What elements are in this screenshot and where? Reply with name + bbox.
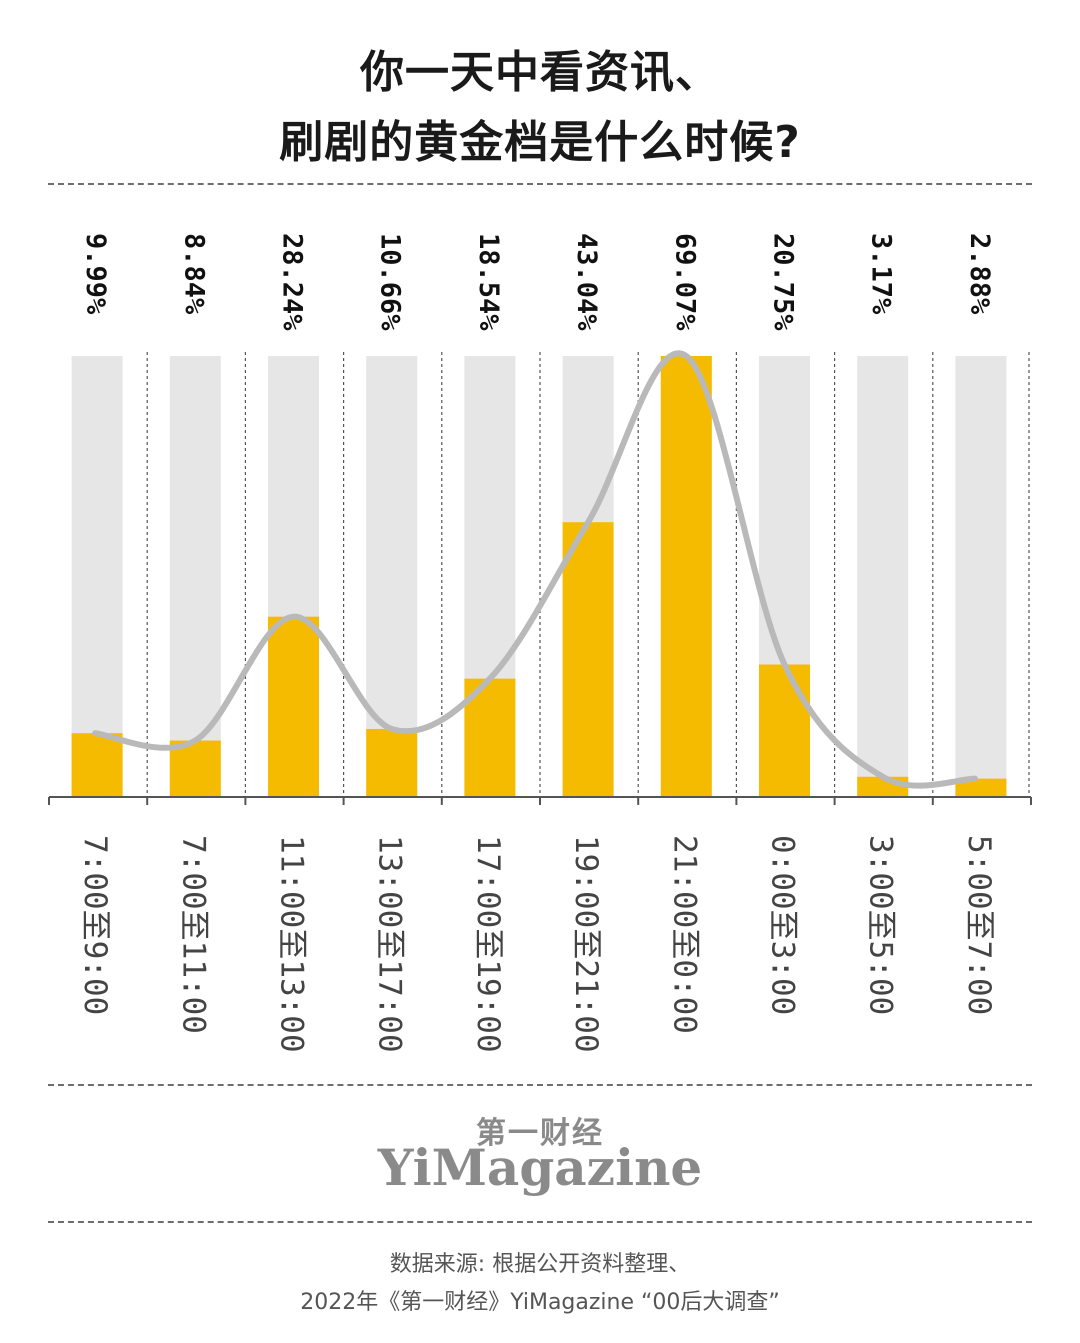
top-divider <box>48 183 1032 185</box>
value-label: 18.54% <box>473 233 504 331</box>
value-label: 3.17% <box>866 233 897 315</box>
value-label: 20.75% <box>768 233 799 331</box>
category-label: 21:00至0:00 <box>666 835 702 1034</box>
trend-line <box>92 350 978 789</box>
category-label: 7:00至11:00 <box>175 835 211 1034</box>
source-note-line-2: 2022年《第一财经》YiMagazine “00后大调查” <box>300 1290 780 1315</box>
value-label: 10.66% <box>375 233 406 331</box>
bar-track <box>366 356 418 797</box>
value-label: 8.84% <box>178 233 209 315</box>
value-label: 43.04% <box>571 233 602 331</box>
bar-track <box>955 356 1007 797</box>
category-label: 0:00至3:00 <box>765 835 801 1015</box>
bar-track <box>857 356 909 797</box>
category-label: 7:00至9:00 <box>77 835 113 1015</box>
value-label: 28.24% <box>277 233 308 331</box>
brand-english-logo: YiMagazine <box>377 1138 703 1197</box>
bar <box>955 778 1007 797</box>
bar-track <box>169 356 221 797</box>
category-label: 17:00至19:00 <box>470 835 506 1053</box>
bar <box>660 356 712 797</box>
category-label: 19:00至21:00 <box>568 835 604 1053</box>
bar-track <box>71 356 123 797</box>
value-label: 9.99% <box>80 233 111 315</box>
middle-divider <box>48 1084 1032 1086</box>
category-label: 5:00至7:00 <box>961 835 997 1015</box>
brand-chinese-logo: 第一财经 <box>476 1116 604 1151</box>
category-label: 3:00至5:00 <box>863 835 899 1015</box>
bar <box>71 733 123 797</box>
bar <box>268 616 319 797</box>
category-label: 11:00至13:00 <box>274 835 310 1053</box>
value-label: 69.07% <box>669 233 700 331</box>
bar <box>759 664 810 797</box>
source-note-line-1: 数据来源: 根据公开资料整理、 <box>389 1252 691 1277</box>
chart-title-line-2: 刷剧的黄金档是什么时候? <box>279 117 801 168</box>
value-label: 2.88% <box>964 233 995 315</box>
bar <box>366 728 418 797</box>
bottom-divider <box>48 1221 1032 1223</box>
category-label: 13:00至17:00 <box>372 835 408 1053</box>
bar <box>169 740 221 797</box>
chart-title-line-1: 你一天中看资讯、 <box>360 47 720 98</box>
bar-chart: 9.99% 7:00至9:00 8.84% 7:00至11:00 28.24% 11:00… <box>48 233 1032 1053</box>
bar <box>562 522 614 797</box>
